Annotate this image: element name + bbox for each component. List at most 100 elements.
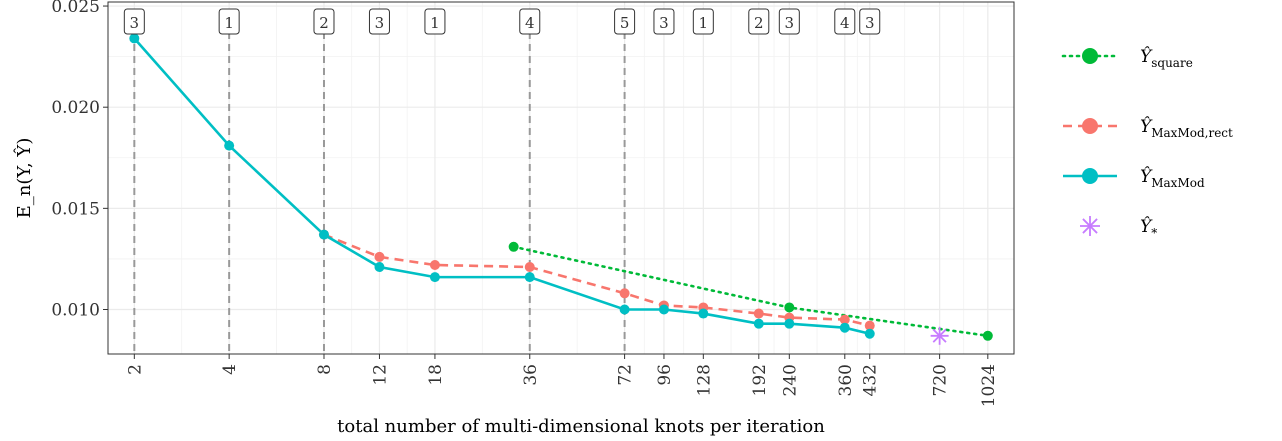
data-point-maxmod_rect bbox=[374, 251, 385, 262]
data-point-maxmod_rect bbox=[839, 314, 850, 325]
y-tick-label: 0.015 bbox=[51, 199, 100, 219]
series-lines bbox=[133, 37, 990, 338]
data-point-maxmod_rect bbox=[524, 262, 535, 273]
y-axis-title: E_n(Y, Ŷ) bbox=[12, 138, 35, 219]
count-box-frame bbox=[368, 8, 390, 35]
legend-asterisk bbox=[1082, 218, 1098, 234]
count-box-label: 1 bbox=[430, 14, 440, 32]
data-point-maxmod bbox=[224, 140, 235, 151]
legend-label: ŶMaxMod,rect bbox=[1140, 116, 1233, 140]
x-tick-label: 8 bbox=[315, 364, 335, 375]
x-tick-label: 240 bbox=[780, 364, 800, 396]
legend-label: Ŷ* bbox=[1140, 216, 1157, 240]
count-box-label: 3 bbox=[659, 14, 669, 32]
count-box-frame bbox=[123, 8, 145, 35]
count-box: 3 bbox=[859, 8, 881, 35]
data-point-maxmod bbox=[429, 272, 440, 283]
count-box-label: 3 bbox=[865, 14, 875, 32]
x-axis-title: total number of multi-dimensional knots … bbox=[337, 416, 825, 437]
x-tick-label: 96 bbox=[655, 364, 675, 386]
count-box: 2 bbox=[313, 8, 335, 35]
count-box: 3 bbox=[653, 8, 675, 35]
count-box: 1 bbox=[424, 8, 446, 35]
legend-item-square: Ŷsquare bbox=[1061, 46, 1193, 70]
x-tick-label: 432 bbox=[861, 364, 881, 396]
data-point-maxmod bbox=[619, 304, 630, 315]
count-box-frame bbox=[778, 8, 800, 35]
data-point-maxmod bbox=[839, 322, 850, 333]
count-box-label: 3 bbox=[375, 14, 385, 32]
count-box: 4 bbox=[834, 8, 856, 35]
legend-marker bbox=[1082, 48, 1098, 64]
x-tick-label: 720 bbox=[931, 364, 951, 396]
count-box-label: 5 bbox=[620, 14, 630, 32]
count-box-label: 4 bbox=[840, 14, 850, 32]
count-box-frame bbox=[519, 8, 541, 35]
x-tick-label: 36 bbox=[521, 364, 541, 386]
count-box-label: 3 bbox=[130, 14, 140, 32]
count-box-frame bbox=[218, 8, 240, 35]
legend: Ŷsquare ŶMaxMod,rect ŶMaxMod Ŷ* bbox=[1061, 46, 1233, 240]
data-point-maxmod bbox=[524, 272, 535, 283]
data-point-star bbox=[930, 326, 949, 345]
data-point-square bbox=[784, 302, 795, 313]
data-point-maxmod bbox=[698, 308, 709, 319]
count-box-label: 1 bbox=[699, 14, 709, 32]
count-box: 1 bbox=[218, 8, 240, 35]
vertical-reference-lines bbox=[133, 20, 626, 354]
legend-marker bbox=[1082, 168, 1098, 184]
count-box-frame bbox=[859, 8, 881, 35]
x-tick-label: 4 bbox=[220, 364, 240, 375]
x-tick-label: 360 bbox=[836, 364, 856, 396]
data-point-maxmod bbox=[374, 262, 385, 273]
panel-border bbox=[107, 1, 1015, 355]
x-tick-label: 192 bbox=[750, 364, 770, 396]
legend-item-star: Ŷ* bbox=[1080, 216, 1157, 240]
legend-label: Ŷsquare bbox=[1140, 46, 1193, 70]
legend-item-maxmod_rect: ŶMaxMod,rect bbox=[1063, 116, 1233, 140]
series-line-maxmod bbox=[133, 37, 871, 336]
legend-marker bbox=[1082, 118, 1098, 134]
count-box: 4 bbox=[519, 8, 541, 35]
data-point-maxmod bbox=[658, 304, 669, 315]
y-tick-label: 0.025 bbox=[51, 0, 100, 17]
x-tick-label: 12 bbox=[370, 364, 390, 386]
count-box-label: 2 bbox=[319, 14, 329, 32]
count-box-frame bbox=[834, 8, 856, 35]
grid-major bbox=[108, 2, 1014, 354]
data-point-maxmod bbox=[318, 229, 329, 240]
count-box-frame bbox=[614, 8, 636, 35]
legend-label: ŶMaxMod bbox=[1140, 166, 1205, 190]
x-tick-label: 18 bbox=[426, 364, 446, 386]
data-point-square bbox=[982, 330, 993, 341]
data-point-maxmod_rect bbox=[864, 320, 875, 331]
y-tick-label: 0.010 bbox=[51, 300, 100, 320]
y-tick-label: 0.020 bbox=[51, 98, 100, 118]
data-point-maxmod_rect bbox=[619, 288, 630, 299]
count-box-label: 2 bbox=[754, 14, 764, 32]
data-point-maxmod_rect bbox=[429, 259, 440, 270]
legend-item-maxmod: ŶMaxMod bbox=[1063, 166, 1205, 190]
count-box-frame bbox=[313, 8, 335, 35]
data-point-square bbox=[508, 241, 519, 252]
data-point-maxmod bbox=[784, 318, 795, 329]
x-tick-label: 2 bbox=[125, 364, 145, 375]
data-point-maxmod bbox=[129, 33, 140, 44]
count-box: 1 bbox=[692, 8, 714, 35]
data-point-maxmod bbox=[864, 328, 875, 339]
count-box-label: 4 bbox=[525, 14, 535, 32]
x-tick-label: 72 bbox=[616, 364, 636, 386]
x-tick-label: 1024 bbox=[979, 364, 999, 407]
asterisk-stroke bbox=[932, 328, 947, 343]
count-box-frame bbox=[748, 8, 770, 35]
count-box: 3 bbox=[368, 8, 390, 35]
count-box-frame bbox=[692, 8, 714, 35]
grid-minor bbox=[108, 2, 1014, 354]
data-point-maxmod bbox=[753, 318, 764, 329]
count-box-label: 3 bbox=[785, 14, 795, 32]
x-tick-label: 128 bbox=[694, 364, 714, 396]
count-box: 3 bbox=[778, 8, 800, 35]
count-box-frame bbox=[424, 8, 446, 35]
